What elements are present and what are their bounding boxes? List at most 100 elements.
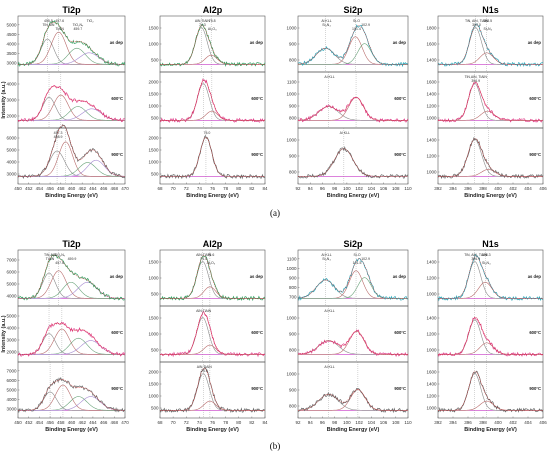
chart-title: N1s xyxy=(482,5,499,15)
fit-component-curve xyxy=(438,83,543,121)
envelope-curve xyxy=(160,24,265,65)
x-tick-label: 454 xyxy=(36,186,44,191)
peak-annotation: 74.6 xyxy=(201,369,208,373)
envelope-curve xyxy=(438,316,543,355)
x-tick-label: 68 xyxy=(157,186,163,191)
peak-annotation: 101.4 xyxy=(352,27,361,31)
y-tick-label: 7000 xyxy=(6,368,17,373)
x-tick-label: 470 xyxy=(121,186,129,191)
raw-spectrum-curve xyxy=(17,321,126,357)
fit-component-curve xyxy=(160,261,265,299)
x-tick-label: 466 xyxy=(100,186,108,191)
x-tick-label: 96 xyxy=(320,420,326,425)
fit-component-curve xyxy=(297,106,408,121)
peak-annotation: AlN,TiAlN xyxy=(196,309,212,313)
x-tick-label: 102 xyxy=(355,186,363,191)
y-tick-label: 1400 xyxy=(426,382,437,387)
y-tick-label: 1200 xyxy=(426,276,437,281)
y-tick-label: 800 xyxy=(289,285,297,290)
peak-annotation: TiO₂Nᵧ xyxy=(54,253,65,257)
y-tick-label: 5000 xyxy=(6,314,17,319)
peak-annotation: 455.5 xyxy=(44,19,53,23)
x-tick-label: 462 xyxy=(78,186,86,191)
y-tick-label: 1400 xyxy=(426,260,437,265)
peak-annotation: TiO₂Nᵧ xyxy=(73,23,84,27)
condition-label: 900°C xyxy=(394,152,406,157)
peak-annotation: Si-O xyxy=(353,19,360,23)
fit-component-curve xyxy=(18,396,126,411)
envelope-curve xyxy=(18,85,126,121)
x-tick-label: 94 xyxy=(308,186,314,191)
y-tick-label: 500 xyxy=(151,172,159,177)
x-tick-label: 452 xyxy=(25,420,33,425)
fit-component-curve xyxy=(18,384,125,411)
x-tick-label: 82 xyxy=(249,420,255,425)
y-tick-label: 1500 xyxy=(148,260,159,265)
envelope-curve xyxy=(160,137,265,177)
x-tick-label: 82 xyxy=(249,186,255,191)
x-tick-label: 392 xyxy=(434,420,442,425)
condition-label: 900°C xyxy=(111,386,123,391)
y-tick-label: 1000 xyxy=(286,372,297,377)
x-tick-label: 406 xyxy=(539,186,547,191)
x-tick-label: 100 xyxy=(343,186,351,191)
fit-component-curve xyxy=(298,277,408,299)
envelope-curve xyxy=(160,312,265,355)
peak-annotation: 398.3 xyxy=(482,253,491,257)
y-tick-label: 1000 xyxy=(286,138,297,143)
envelope-curve xyxy=(160,367,265,411)
y-tick-label: 1100 xyxy=(287,256,297,261)
y-tick-label: 3000 xyxy=(6,172,17,177)
x-tick-label: 76 xyxy=(210,186,216,191)
condition-label: as dep xyxy=(393,274,407,279)
y-tick-label: 6000 xyxy=(6,378,17,383)
y-tick-label: 3000 xyxy=(6,338,17,343)
x-tick-label: 398 xyxy=(479,186,487,191)
raw-spectrum-curve xyxy=(437,81,544,123)
y-tick-label: 1200 xyxy=(426,394,437,399)
envelope-curve xyxy=(160,255,265,299)
y-axis-label: Intensity (a.u.) xyxy=(1,81,7,118)
y-tick-label: 900 xyxy=(289,276,297,281)
x-tick-label: 84 xyxy=(262,420,268,425)
x-axis-label: Binding Energy (eV) xyxy=(327,427,380,433)
peak-annotation: Al KLL xyxy=(324,309,334,313)
condition-label: as dep xyxy=(110,274,124,279)
x-tick-label: 98 xyxy=(332,186,338,191)
condition-label: 900°C xyxy=(251,386,263,391)
x-tick-label: 406 xyxy=(539,420,547,425)
envelope-curve xyxy=(297,389,408,411)
condition-label: 600°C xyxy=(111,96,123,101)
x-tick-label: 110 xyxy=(404,186,412,191)
x-tick-label: 74 xyxy=(197,186,203,191)
fit-component-curve xyxy=(438,319,543,355)
y-tick-label: 6000 xyxy=(6,270,17,275)
caption-b: (b) xyxy=(270,441,281,451)
peak-annotation: 396.9 xyxy=(471,79,480,83)
raw-spectrum-curve xyxy=(437,253,544,302)
envelope-curve xyxy=(438,255,543,299)
condition-label: as dep xyxy=(528,274,542,279)
peak-annotation: 457.6 xyxy=(55,261,64,265)
peak-annotation: TiN, AlN, TiAlN xyxy=(464,253,487,257)
x-tick-label: 398 xyxy=(479,420,487,425)
y-tick-label: 1000 xyxy=(148,104,159,109)
x-tick-label: 468 xyxy=(111,186,119,191)
condition-label: 600°C xyxy=(394,96,406,101)
y-tick-label: 900 xyxy=(289,42,297,47)
raw-spectrum-curve xyxy=(17,254,125,301)
peak-annotation: AlN,TiAlN xyxy=(197,365,213,369)
peak-annotation: 102.9 xyxy=(361,23,370,27)
fit-component-curve xyxy=(297,393,408,411)
x-tick-label: 456 xyxy=(46,186,54,191)
x-tick-label: 68 xyxy=(157,420,163,425)
fit-component-curve xyxy=(18,31,125,65)
peak-annotation: Al₂O₃ xyxy=(208,27,217,31)
y-tick-label: 5000 xyxy=(6,388,17,393)
condition-label: 600°C xyxy=(111,330,123,335)
peak-annotation: Al KLL xyxy=(340,131,350,135)
envelope-curve xyxy=(438,81,543,121)
y-tick-label: 2000 xyxy=(148,136,159,141)
raw-spectrum-curve xyxy=(159,78,266,123)
y-tick-label: 4500 xyxy=(6,32,17,37)
